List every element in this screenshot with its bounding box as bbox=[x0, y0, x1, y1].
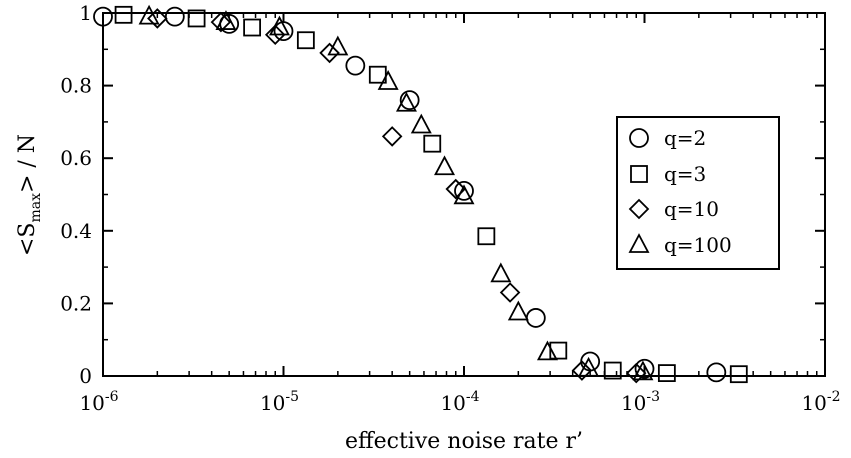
legend-item: q=2 bbox=[629, 126, 706, 150]
x-tick-label-base: 10 bbox=[621, 391, 646, 415]
data-point-triangle bbox=[327, 35, 349, 56]
data-point-square bbox=[603, 361, 622, 380]
data-point-triangle bbox=[536, 340, 558, 361]
x-tick-label-base: 10 bbox=[440, 391, 465, 415]
data-point-triangle bbox=[138, 4, 160, 25]
data-point-triangle bbox=[578, 356, 600, 377]
y-tick-label: 0.2 bbox=[60, 291, 92, 315]
legend-label: q=10 bbox=[664, 197, 719, 221]
x-tick-label: 10-3 bbox=[621, 389, 660, 415]
data-point-diamond bbox=[445, 178, 467, 200]
data-point-triangle bbox=[632, 360, 654, 381]
series-square bbox=[114, 5, 748, 384]
data-point-triangle bbox=[490, 262, 512, 283]
data-point-diamond bbox=[625, 362, 647, 384]
data-point-square bbox=[114, 5, 133, 24]
x-tick-label-exponent: -2 bbox=[827, 389, 841, 405]
x-tick-label: 10-5 bbox=[260, 389, 299, 415]
data-point-diamond bbox=[381, 126, 403, 147]
data-point-square bbox=[243, 18, 262, 37]
x-axis-label: effective noise rate r’ bbox=[345, 429, 583, 454]
data-point-triangle bbox=[395, 91, 417, 112]
y-tick-label: 0.4 bbox=[60, 219, 92, 243]
data-point-square bbox=[187, 9, 206, 28]
data-point-square bbox=[549, 341, 568, 360]
x-tick-label: 10-2 bbox=[801, 389, 840, 415]
x-tick-label-exponent: -3 bbox=[646, 389, 660, 405]
y-axis-label: <Smax> / N bbox=[15, 134, 44, 256]
x-tick-label-base: 10 bbox=[801, 391, 826, 415]
y-tick-label: 0.6 bbox=[60, 146, 92, 170]
data-point-circle bbox=[399, 90, 420, 111]
data-point-diamond bbox=[210, 11, 232, 33]
legend-item: q=10 bbox=[628, 197, 719, 221]
data-point-diamond bbox=[264, 24, 286, 46]
data-point-circle bbox=[273, 21, 294, 42]
legend-label: q=100 bbox=[664, 233, 732, 257]
x-tick-label-exponent: -4 bbox=[466, 389, 480, 405]
tick-labels: 10-6 10-5 10-4 10-3 10-200.20.40.60.81 bbox=[60, 1, 840, 415]
data-point-circle bbox=[345, 55, 366, 76]
legend-item: q=100 bbox=[628, 233, 732, 257]
data-point-triangle bbox=[268, 15, 290, 36]
data-point-circle bbox=[93, 6, 113, 27]
data-point-circle bbox=[454, 180, 474, 201]
data-point-diamond bbox=[319, 42, 340, 64]
data-point-diamond bbox=[499, 282, 521, 303]
legend-label: q=3 bbox=[664, 162, 706, 186]
series-diamond bbox=[147, 8, 647, 384]
y-tick-label: 0 bbox=[79, 364, 92, 388]
x-tick-label: 10-6 bbox=[79, 389, 118, 415]
data-point-triangle bbox=[215, 10, 237, 30]
legend-marker-square bbox=[630, 165, 648, 183]
data-point-diamond bbox=[571, 360, 593, 381]
data-point-triangle bbox=[410, 113, 432, 134]
data-point-diamond bbox=[147, 8, 168, 29]
data-point-triangle bbox=[377, 70, 399, 90]
x-tick-label-exponent: -6 bbox=[105, 389, 119, 405]
legend-label: q=2 bbox=[664, 126, 706, 150]
x-tick-label-base: 10 bbox=[260, 391, 285, 415]
y-axis-label-prefix: <S bbox=[15, 223, 40, 257]
data-point-triangle bbox=[434, 155, 456, 176]
legend: q=2 q=3 q=10 q=100 bbox=[616, 116, 780, 270]
data-point-triangle bbox=[453, 184, 475, 205]
x-tick-label: 10-4 bbox=[440, 389, 479, 415]
data-point-triangle bbox=[507, 300, 529, 321]
legend-item: q=3 bbox=[630, 162, 706, 186]
data-point-square bbox=[477, 227, 496, 246]
data-points bbox=[93, 4, 748, 384]
y-axis-label-suffix: > / N bbox=[15, 134, 40, 193]
y-axis-label-subscript: max bbox=[28, 193, 44, 223]
data-point-square bbox=[423, 134, 442, 153]
data-point-square bbox=[657, 364, 676, 382]
x-tick-label-base: 10 bbox=[79, 391, 104, 415]
data-point-circle bbox=[634, 358, 655, 379]
data-point-square bbox=[729, 365, 748, 384]
y-tick-label: 0.8 bbox=[60, 74, 92, 98]
data-point-square bbox=[296, 31, 315, 50]
y-tick-label: 1 bbox=[79, 1, 92, 25]
legend-marker-triangle bbox=[628, 233, 650, 253]
data-point-circle bbox=[525, 308, 546, 328]
legend-marker-diamond bbox=[628, 198, 650, 220]
legend-marker-circle bbox=[629, 128, 649, 148]
data-point-circle bbox=[164, 6, 185, 27]
data-point-circle bbox=[706, 362, 727, 383]
x-tick-label-exponent: -5 bbox=[285, 389, 299, 405]
series-triangle bbox=[138, 4, 654, 381]
